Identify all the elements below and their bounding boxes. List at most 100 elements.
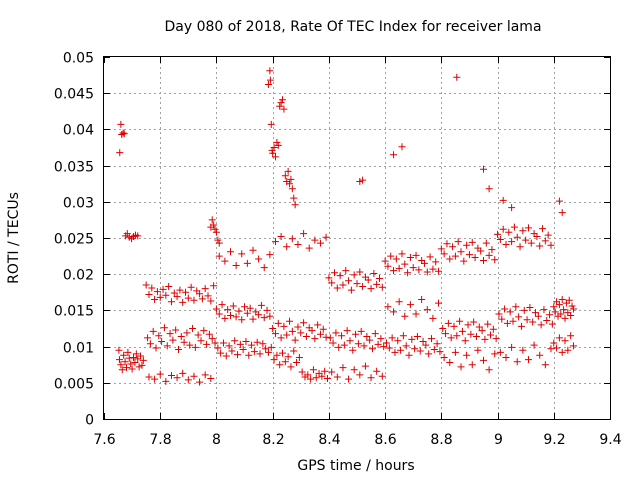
data-point: [360, 342, 368, 350]
data-point: [231, 337, 239, 345]
data-point: [398, 143, 406, 151]
data-point: [186, 341, 194, 349]
data-point: [418, 296, 426, 304]
data-point: [250, 348, 258, 356]
data-point: [536, 351, 544, 359]
data-point: [503, 319, 511, 327]
data-point: [305, 244, 313, 252]
data-point: [271, 238, 279, 246]
data-point: [294, 241, 302, 249]
data-point: [363, 332, 371, 340]
data-point: [555, 334, 563, 342]
data-point: [276, 361, 284, 369]
data-point: [170, 289, 178, 297]
data-point: [148, 284, 156, 292]
data-point: [159, 285, 167, 293]
data-point: [442, 330, 450, 338]
data-point: [397, 346, 405, 354]
data-point: [484, 320, 492, 328]
data-point: [163, 342, 171, 350]
x-tick-label: 8.6: [374, 432, 396, 448]
data-point: [508, 204, 516, 212]
data-point: [280, 105, 288, 113]
y-tick-label: 0.04: [63, 123, 94, 139]
data-point: [555, 301, 563, 309]
data-point: [227, 248, 234, 256]
data-point: [335, 343, 343, 351]
data-point: [201, 285, 209, 293]
data-point: [191, 343, 199, 351]
data-point: [248, 341, 256, 349]
data-point: [446, 359, 454, 367]
data-point: [177, 332, 185, 340]
data-point: [243, 259, 251, 267]
data-point: [207, 297, 215, 305]
data-point: [550, 303, 558, 311]
data-point: [277, 99, 285, 107]
data-point: [302, 332, 310, 340]
data-point: [211, 225, 219, 233]
data-point: [139, 356, 147, 364]
y-tick-label: 0.03: [63, 196, 94, 212]
data-point: [451, 252, 459, 260]
data-point: [196, 290, 204, 298]
data-point: [179, 298, 187, 306]
data-point: [502, 241, 510, 249]
data-point: [238, 316, 246, 324]
data-point: [524, 224, 532, 232]
data-point: [457, 363, 465, 371]
data-point: [471, 254, 479, 262]
data-point: [419, 338, 427, 346]
data-point: [380, 343, 388, 351]
data-point: [491, 350, 499, 358]
data-point: [269, 325, 277, 332]
data-point: [128, 365, 136, 373]
data-point: [224, 306, 232, 314]
data-point: [519, 346, 527, 354]
data-point: [443, 240, 451, 248]
data-point: [558, 209, 566, 217]
data-point: [166, 330, 174, 338]
data-point: [547, 241, 555, 249]
data-point: [271, 153, 279, 161]
data-point: [274, 141, 282, 149]
data-point: [284, 353, 292, 361]
data-point: [174, 345, 182, 353]
data-point: [172, 326, 180, 334]
data-point: [239, 345, 247, 353]
data-point: [153, 288, 161, 296]
data-point: [501, 305, 509, 313]
data-point: [468, 361, 476, 369]
data-point: [291, 336, 299, 344]
data-point: [211, 339, 219, 347]
x-tick-label: 7.8: [149, 432, 171, 448]
data-point: [405, 351, 413, 359]
data-point: [309, 366, 317, 374]
data-point: [277, 233, 285, 241]
data-point: [158, 338, 166, 346]
data-point: [569, 342, 577, 350]
data-point: [124, 348, 132, 356]
data-point: [427, 335, 435, 343]
data-point: [516, 243, 524, 251]
data-point: [322, 333, 330, 341]
data-point: [119, 129, 127, 137]
data-point: [435, 299, 443, 307]
data-point: [196, 378, 204, 386]
data-point: [553, 344, 561, 352]
data-point: [385, 344, 393, 352]
data-point: [468, 238, 476, 246]
data-point: [156, 293, 164, 301]
data-point: [381, 257, 389, 265]
data-point: [467, 330, 475, 338]
data-point: [540, 306, 548, 314]
data-point: [234, 351, 242, 359]
data-point: [409, 264, 417, 272]
data-point: [194, 331, 202, 339]
data-point: [401, 312, 409, 320]
data-point: [515, 313, 523, 321]
data-point: [151, 296, 159, 304]
data-point: [339, 281, 347, 289]
data-point: [144, 334, 152, 342]
data-point: [412, 310, 420, 318]
